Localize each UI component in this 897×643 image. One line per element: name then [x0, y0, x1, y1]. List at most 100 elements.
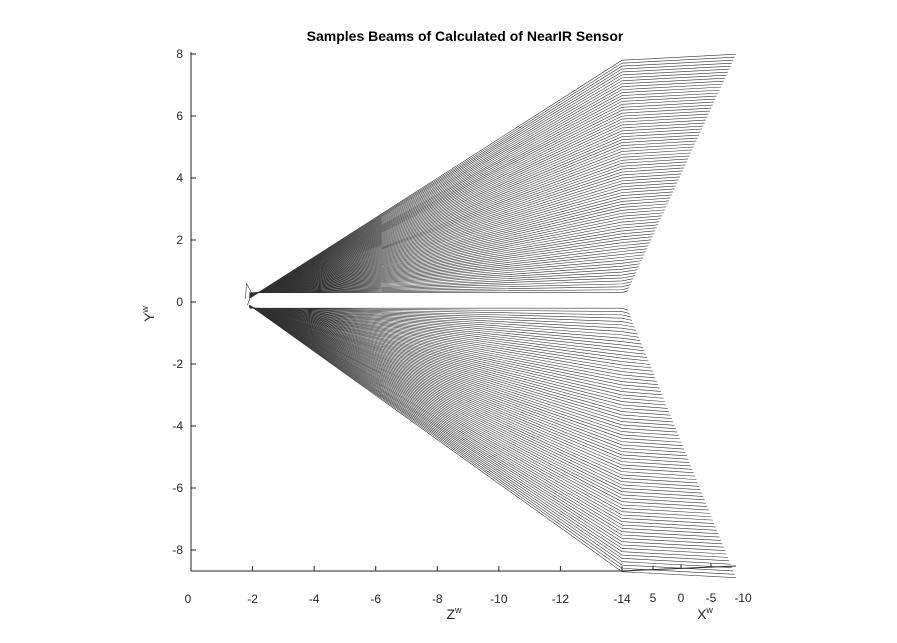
- beam-line-top: [249, 188, 675, 296]
- beam-line-bottom: [249, 306, 664, 399]
- beam-line-bottom: [249, 305, 717, 531]
- x-tick-label: 5: [650, 591, 657, 605]
- beam-line-top: [249, 164, 686, 296]
- x-tick-label: -5: [706, 591, 717, 605]
- beam-line-top: [249, 275, 635, 294]
- beam-line-top: [249, 119, 706, 297]
- beam-line-bottom: [249, 306, 694, 474]
- beam-line-top: [249, 122, 705, 297]
- beam-line-top: [249, 227, 657, 295]
- beam-line-bottom: [249, 306, 679, 436]
- beam-line-bottom: [249, 305, 724, 548]
- beam-line-bottom: [249, 305, 712, 518]
- z-axis-label: Zw: [446, 605, 462, 622]
- beam-line-top: [249, 251, 646, 294]
- beam-line-bottom: [249, 306, 683, 446]
- beam-line-bottom: [249, 305, 731, 565]
- beam-line-bottom: [249, 307, 655, 375]
- beam-line-bottom: [249, 307, 630, 314]
- beam-line-top: [249, 56, 735, 299]
- beam-line-bottom: [249, 306, 693, 470]
- beam-line-top: [249, 68, 730, 299]
- beam-line-top: [249, 191, 674, 296]
- beam-line-bottom: [249, 306, 686, 453]
- beam-line-bottom: [249, 304, 734, 572]
- beam-line-top: [249, 272, 637, 294]
- beam-line-top: [249, 107, 712, 298]
- beam-line-top: [249, 254, 645, 294]
- x-ticks: 5 0 -5 -10: [650, 563, 752, 605]
- z-tick-label: -4: [309, 592, 320, 606]
- y-tick-label: 6: [176, 109, 183, 123]
- beam-line-bottom: [249, 307, 657, 382]
- beam-line-bottom: [249, 306, 696, 477]
- beam-line-bottom: [249, 307, 633, 321]
- beam-line-top: [249, 146, 694, 297]
- beam-line-top: [249, 158, 689, 297]
- beam-line-top: [249, 221, 660, 295]
- beam-line-bottom: [249, 305, 701, 490]
- beam-line-top: [249, 134, 700, 297]
- beam-line-top: [249, 74, 727, 299]
- beam-line-top: [249, 176, 680, 296]
- beam-line-top: [249, 281, 633, 294]
- beam-line-top: [249, 92, 719, 298]
- beam-line-top: [249, 143, 696, 297]
- beam-line-top: [249, 149, 693, 297]
- beam-line-bottom: [249, 307, 644, 348]
- beam-line-top: [249, 161, 687, 297]
- beam-line-bottom: [249, 307, 641, 341]
- beam-line-bottom: [249, 305, 720, 538]
- beam-line-top: [249, 242, 650, 295]
- z-tick-label: -12: [552, 592, 570, 606]
- beam-line-bottom: [249, 307, 646, 355]
- beam-line-bottom: [249, 307, 629, 311]
- beam-line-top: [249, 140, 697, 297]
- beam-line-top: [249, 263, 641, 294]
- beam-line-bottom: [249, 307, 653, 372]
- beam-line-bottom: [249, 307, 656, 379]
- beam-line-top: [249, 278, 634, 294]
- beam-line-bottom: [249, 306, 676, 430]
- beam-line-top: [249, 86, 721, 298]
- beam-line-bottom: [249, 307, 649, 362]
- x-tick-label: 0: [678, 591, 685, 605]
- beam-line-top: [249, 269, 638, 294]
- beam-line-bottom: [249, 306, 670, 413]
- beam-line-bottom: [249, 305, 698, 484]
- beam-line-bottom: [249, 307, 639, 338]
- beam-line-top: [249, 182, 678, 296]
- beam-line-top: [249, 125, 704, 297]
- y-tick-label: 8: [176, 47, 183, 61]
- y-tick-label: 0: [176, 295, 183, 309]
- beam-line-top: [249, 233, 655, 295]
- beam-line-bottom: [249, 306, 667, 406]
- beam-line-bottom: [249, 306, 675, 426]
- beam-line-bottom: [249, 306, 682, 443]
- beam-line-bottom: [249, 307, 652, 369]
- z-tick-label: -6: [370, 592, 381, 606]
- beam-line-top: [249, 194, 672, 296]
- beam-line-bottom: [249, 305, 708, 507]
- beam-line-bottom: [249, 306, 685, 450]
- beam-line-top: [249, 185, 676, 296]
- beam-line-bottom: [249, 307, 635, 328]
- beam-line-bottom: [249, 305, 730, 562]
- beam-line-bottom: [249, 307, 645, 352]
- beam-line-top: [249, 287, 630, 294]
- beam-line-top: [249, 83, 723, 298]
- beam-line-top: [249, 248, 648, 294]
- beam-line-bottom: [249, 304, 737, 578]
- beam-line-bottom: [249, 306, 661, 392]
- beam-line-top: [249, 209, 665, 295]
- beam-line-bottom: [249, 305, 704, 497]
- y-axis-label: Yw: [140, 306, 157, 322]
- beam-line-top: [249, 77, 726, 298]
- beam-line-top: [249, 173, 682, 296]
- beam-line-bottom: [249, 306, 689, 460]
- beam-line-bottom: [249, 305, 727, 555]
- beam-line-bottom: [249, 306, 687, 457]
- beam-line-bottom: [249, 306, 674, 423]
- y-tick-label: 4: [176, 171, 183, 185]
- beam-line-bottom: [249, 307, 659, 385]
